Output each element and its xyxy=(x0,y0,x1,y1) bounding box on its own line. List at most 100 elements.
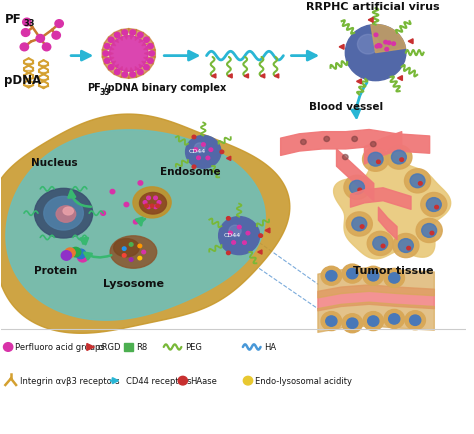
Polygon shape xyxy=(265,228,270,233)
Circle shape xyxy=(374,34,378,37)
Polygon shape xyxy=(128,30,137,40)
Polygon shape xyxy=(408,40,413,45)
Circle shape xyxy=(71,248,81,257)
Circle shape xyxy=(55,21,64,28)
Circle shape xyxy=(101,211,106,216)
Circle shape xyxy=(346,269,358,279)
Circle shape xyxy=(321,312,342,331)
Circle shape xyxy=(122,31,128,36)
Polygon shape xyxy=(121,30,129,40)
Circle shape xyxy=(138,181,143,186)
Circle shape xyxy=(109,66,114,71)
Circle shape xyxy=(154,197,157,200)
Circle shape xyxy=(301,140,306,145)
Circle shape xyxy=(389,273,400,283)
Circle shape xyxy=(122,73,128,78)
Circle shape xyxy=(138,245,142,248)
Circle shape xyxy=(110,190,115,194)
Circle shape xyxy=(36,36,45,43)
Circle shape xyxy=(192,136,196,139)
Polygon shape xyxy=(371,26,405,53)
Circle shape xyxy=(326,316,337,326)
Circle shape xyxy=(103,52,109,57)
Text: Integrin αvβ3 receptors: Integrin αvβ3 receptors xyxy=(20,376,119,385)
Polygon shape xyxy=(109,33,118,43)
Circle shape xyxy=(358,189,362,192)
Circle shape xyxy=(232,241,236,245)
Polygon shape xyxy=(135,67,144,78)
Circle shape xyxy=(363,148,389,172)
Circle shape xyxy=(52,32,60,40)
Circle shape xyxy=(124,203,129,207)
Ellipse shape xyxy=(110,236,157,269)
Circle shape xyxy=(129,258,133,262)
Polygon shape xyxy=(139,65,149,76)
Circle shape xyxy=(143,201,147,205)
Ellipse shape xyxy=(133,187,171,218)
Circle shape xyxy=(147,59,153,64)
Circle shape xyxy=(145,205,148,208)
Polygon shape xyxy=(142,62,153,71)
Polygon shape xyxy=(114,30,122,41)
Text: HA: HA xyxy=(264,343,276,352)
Text: PEG: PEG xyxy=(185,343,202,352)
Polygon shape xyxy=(368,18,373,23)
Text: pDNA: pDNA xyxy=(4,74,42,87)
Circle shape xyxy=(156,205,160,208)
Circle shape xyxy=(109,36,148,72)
Text: Endosome: Endosome xyxy=(160,167,220,177)
Circle shape xyxy=(416,219,442,243)
Circle shape xyxy=(343,155,348,160)
Circle shape xyxy=(376,161,380,164)
Circle shape xyxy=(201,144,205,147)
Circle shape xyxy=(133,220,138,224)
Circle shape xyxy=(400,158,403,162)
Text: Tumor tissue: Tumor tissue xyxy=(353,265,433,275)
Ellipse shape xyxy=(44,197,83,230)
Circle shape xyxy=(206,157,210,160)
Circle shape xyxy=(144,38,149,43)
Polygon shape xyxy=(244,75,248,79)
Circle shape xyxy=(381,245,385,248)
Circle shape xyxy=(21,30,30,37)
Text: cRGD: cRGD xyxy=(97,343,120,352)
Polygon shape xyxy=(114,67,122,78)
Polygon shape xyxy=(109,65,118,76)
Ellipse shape xyxy=(56,206,76,223)
FancyBboxPatch shape xyxy=(124,343,133,351)
Circle shape xyxy=(368,271,379,281)
Polygon shape xyxy=(144,58,155,65)
Circle shape xyxy=(138,257,142,260)
Circle shape xyxy=(186,136,221,169)
Polygon shape xyxy=(102,58,114,65)
Circle shape xyxy=(435,206,438,209)
Circle shape xyxy=(109,38,114,43)
Polygon shape xyxy=(104,38,116,46)
Text: RRPHC artificial virus: RRPHC artificial virus xyxy=(306,3,439,13)
Circle shape xyxy=(360,225,364,229)
Circle shape xyxy=(385,49,389,52)
Circle shape xyxy=(392,151,406,164)
Circle shape xyxy=(146,197,150,200)
Circle shape xyxy=(405,311,426,330)
Circle shape xyxy=(389,314,400,324)
Ellipse shape xyxy=(139,193,166,214)
Circle shape xyxy=(78,253,88,262)
Text: Blood vessel: Blood vessel xyxy=(309,102,383,112)
Circle shape xyxy=(259,234,263,238)
Circle shape xyxy=(363,312,383,331)
Circle shape xyxy=(367,232,393,256)
Polygon shape xyxy=(6,131,265,320)
Circle shape xyxy=(363,266,383,286)
Circle shape xyxy=(346,26,406,82)
Circle shape xyxy=(324,137,329,142)
Circle shape xyxy=(410,316,421,326)
Polygon shape xyxy=(356,80,361,85)
Polygon shape xyxy=(87,344,94,351)
Circle shape xyxy=(192,166,196,169)
Text: 33: 33 xyxy=(100,88,110,97)
Circle shape xyxy=(3,343,13,352)
Circle shape xyxy=(368,153,383,167)
Polygon shape xyxy=(102,51,113,58)
Text: CD44: CD44 xyxy=(224,232,241,237)
